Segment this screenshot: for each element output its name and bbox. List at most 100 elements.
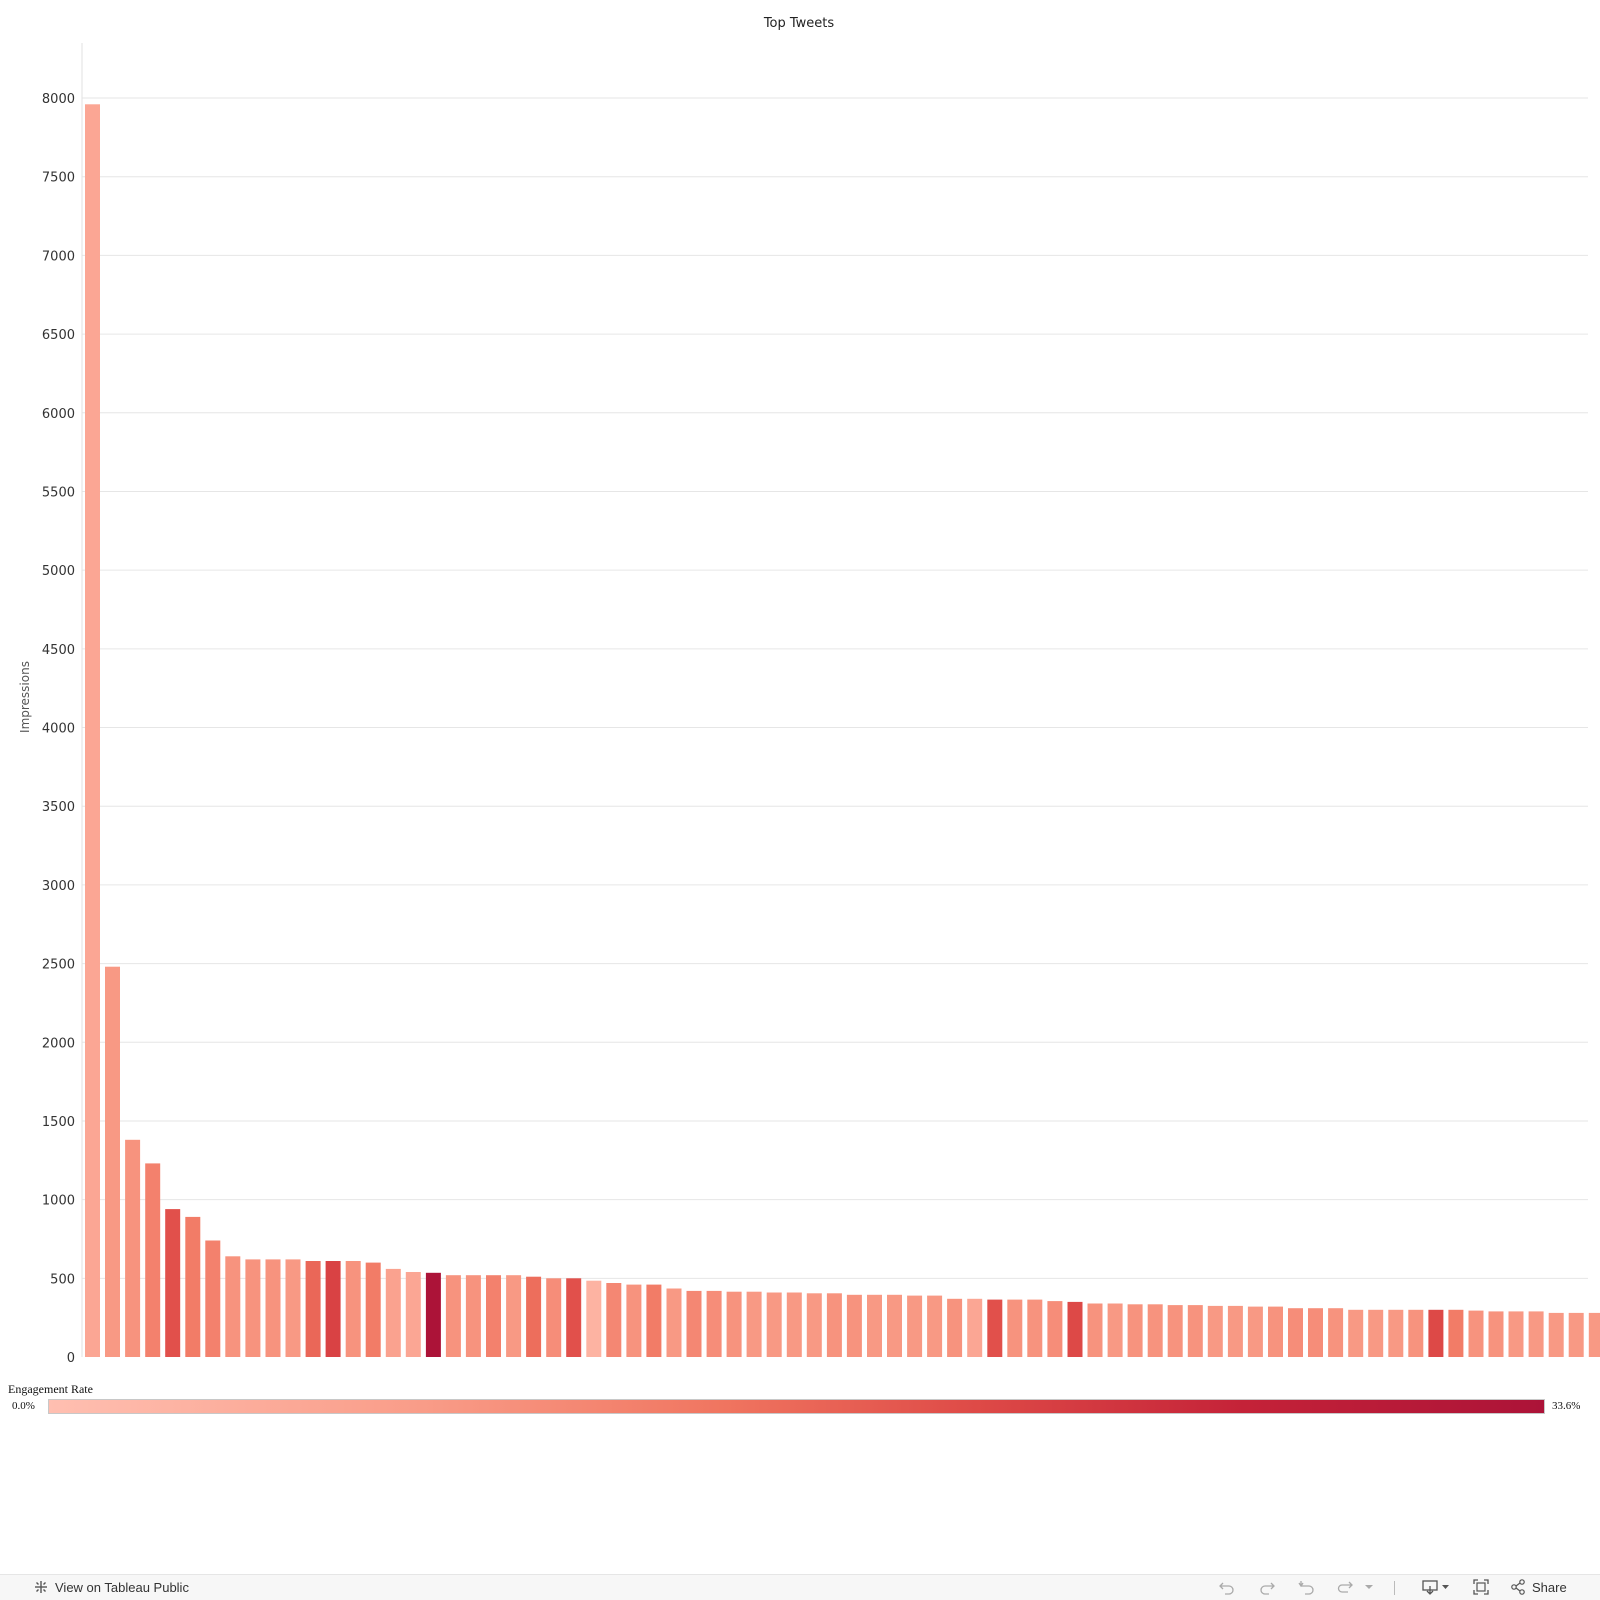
gridlines (82, 97, 1588, 1279)
bar[interactable] (425, 1272, 441, 1357)
bar[interactable] (1268, 1306, 1283, 1357)
y-tick-label: 4000 (42, 722, 75, 737)
bar[interactable] (1027, 1299, 1043, 1357)
bar[interactable] (1588, 1312, 1600, 1357)
bar[interactable] (846, 1294, 862, 1357)
bar[interactable] (626, 1284, 642, 1357)
bar[interactable] (1428, 1309, 1444, 1357)
redo-button[interactable] (1256, 1578, 1278, 1596)
bar[interactable] (967, 1298, 983, 1357)
bar[interactable] (1328, 1308, 1344, 1357)
bar[interactable] (887, 1294, 902, 1357)
y-axis-title: Impressions (18, 661, 32, 733)
y-tick-label: 5500 (42, 485, 75, 500)
bar[interactable] (445, 1275, 461, 1357)
color-legend: Engagement Rate 0.0% 33.6% (8, 1382, 1593, 1432)
bar[interactable] (305, 1261, 321, 1357)
view-on-tableau-link[interactable]: View on Tableau Public (33, 1579, 189, 1595)
bar[interactable] (1488, 1311, 1504, 1357)
bar[interactable] (1107, 1303, 1123, 1358)
bar[interactable] (125, 1139, 141, 1357)
bar[interactable] (726, 1291, 742, 1357)
y-tick-label: 5000 (42, 564, 75, 579)
redo-icon (1260, 1582, 1275, 1595)
fullscreen-button[interactable] (1470, 1578, 1492, 1596)
bar[interactable] (265, 1259, 281, 1357)
bar[interactable] (566, 1278, 582, 1357)
bar[interactable] (1087, 1303, 1103, 1358)
bar[interactable] (646, 1284, 662, 1357)
bar[interactable] (385, 1268, 401, 1357)
bar[interactable] (205, 1240, 221, 1358)
bar[interactable] (1227, 1305, 1243, 1357)
bar[interactable] (85, 104, 100, 1357)
bar[interactable] (1368, 1309, 1384, 1357)
y-tick-label: 6500 (42, 328, 75, 343)
bar[interactable] (1207, 1305, 1223, 1357)
bar[interactable] (405, 1272, 421, 1357)
bar[interactable] (1047, 1301, 1063, 1357)
revert-button[interactable] (1296, 1578, 1318, 1596)
bar[interactable] (465, 1275, 481, 1357)
y-axis: 0 500 1000 1500 2000 2500 3000 3500 4000 4500 5000… (42, 43, 83, 1366)
bar[interactable] (185, 1216, 201, 1357)
bar[interactable] (806, 1293, 822, 1357)
bar[interactable] (1067, 1301, 1083, 1357)
bar-chart: 0 500 1000 1500 2000 2500 3000 3500 4000 4500 5000… (18, 16, 1600, 1366)
bar[interactable] (1388, 1309, 1404, 1357)
bar[interactable] (686, 1290, 702, 1357)
bar[interactable] (1548, 1312, 1564, 1357)
bar[interactable] (105, 966, 120, 1357)
bar[interactable] (606, 1283, 622, 1357)
bar[interactable] (486, 1275, 501, 1357)
bar[interactable] (706, 1290, 722, 1357)
bar[interactable] (927, 1295, 943, 1357)
y-tick-label: 500 (50, 1272, 75, 1287)
bar[interactable] (325, 1261, 341, 1357)
bar[interactable] (867, 1294, 882, 1357)
bar[interactable] (1528, 1311, 1544, 1357)
bar[interactable] (586, 1280, 602, 1357)
bar[interactable] (947, 1298, 963, 1357)
bar[interactable] (746, 1291, 762, 1357)
bar[interactable] (1127, 1304, 1143, 1357)
bar[interactable] (826, 1293, 842, 1357)
bar[interactable] (766, 1292, 782, 1358)
bar[interactable] (526, 1276, 542, 1357)
bars (85, 104, 1600, 1357)
bar[interactable] (1308, 1308, 1323, 1357)
bar[interactable] (666, 1288, 682, 1358)
undo-button[interactable] (1216, 1578, 1238, 1596)
fullscreen-icon (1473, 1579, 1489, 1595)
bar[interactable] (506, 1275, 522, 1357)
y-tick-label: 2000 (42, 1036, 75, 1051)
bar[interactable] (1187, 1305, 1203, 1357)
bar[interactable] (1468, 1310, 1484, 1357)
refresh-dropdown-button[interactable] (1358, 1578, 1380, 1596)
bar[interactable] (1288, 1308, 1303, 1357)
bar[interactable] (285, 1259, 301, 1357)
refresh-button[interactable] (1334, 1578, 1356, 1596)
bar[interactable] (1568, 1312, 1584, 1357)
bar[interactable] (1247, 1306, 1263, 1357)
bar[interactable] (1147, 1304, 1163, 1357)
bar[interactable] (1408, 1309, 1424, 1357)
bar[interactable] (365, 1262, 381, 1357)
bar[interactable] (786, 1292, 802, 1358)
download-button[interactable] (1420, 1578, 1454, 1596)
bar[interactable] (245, 1259, 261, 1357)
bar[interactable] (1508, 1311, 1524, 1357)
bar[interactable] (907, 1295, 923, 1357)
bar[interactable] (1448, 1309, 1464, 1357)
legend-min-label: 0.0% (12, 1400, 35, 1412)
bar[interactable] (165, 1209, 181, 1357)
bar[interactable] (145, 1163, 161, 1357)
bar[interactable] (1007, 1299, 1023, 1357)
bar[interactable] (225, 1256, 241, 1357)
bar[interactable] (546, 1278, 562, 1357)
bar[interactable] (987, 1299, 1003, 1357)
bar[interactable] (1348, 1309, 1364, 1357)
share-button[interactable]: Share (1510, 1579, 1567, 1595)
bar[interactable] (1167, 1305, 1183, 1357)
bar[interactable] (345, 1261, 361, 1357)
